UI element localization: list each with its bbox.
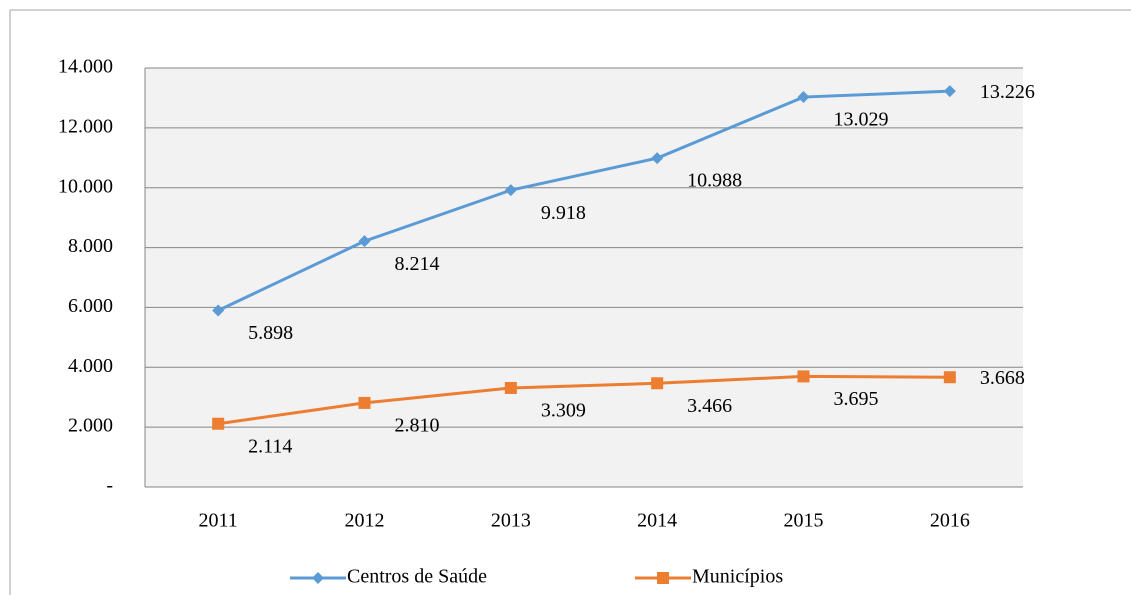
- data-label: 8.214: [395, 253, 440, 275]
- x-tick-label: 2016: [930, 510, 970, 532]
- y-tick-label: 8.000: [68, 235, 113, 257]
- data-point: [212, 417, 225, 430]
- y-tick-label: 12.000: [58, 115, 113, 137]
- series-line: [217, 89, 950, 312]
- y-tick-label: 14.000: [58, 56, 113, 78]
- legend-marker: [312, 572, 324, 584]
- series-line: [217, 374, 950, 426]
- x-tick-label: 2015: [784, 510, 824, 532]
- data-label: 3.695: [834, 388, 879, 410]
- data-point: [358, 396, 371, 409]
- x-tick-label: 2012: [345, 510, 385, 532]
- y-tick-label: 2.000: [68, 415, 113, 437]
- x-tick-label: 2014: [637, 510, 677, 532]
- data-label: 10.988: [687, 170, 742, 192]
- data-point: [651, 377, 664, 390]
- legend-label: Centros de Saúde: [347, 566, 487, 588]
- data-point: [943, 371, 956, 384]
- data-point: [504, 184, 517, 197]
- data-label: 5.898: [248, 322, 293, 344]
- data-label: 2.114: [248, 435, 292, 457]
- data-point: [504, 381, 517, 394]
- data-point: [651, 152, 664, 165]
- y-tick-label: 6.000: [68, 295, 113, 317]
- data-point: [212, 304, 225, 317]
- data-label: 9.918: [541, 202, 586, 224]
- data-label: 13.226: [980, 81, 1035, 103]
- data-point: [358, 235, 371, 248]
- data-label: 13.029: [834, 109, 889, 131]
- data-point: [943, 85, 956, 98]
- data-label: 3.668: [980, 367, 1025, 389]
- y-tick-label: 10.000: [58, 175, 113, 197]
- legend-label: Municípios: [692, 566, 783, 588]
- data-label: 3.309: [541, 400, 586, 422]
- x-tick-label: 2013: [491, 510, 531, 532]
- data-label: 3.466: [687, 395, 732, 417]
- x-tick-label: 2011: [199, 510, 238, 532]
- y-tick-label: -: [106, 475, 113, 497]
- data-point: [797, 91, 810, 104]
- plot-area: [145, 68, 1023, 487]
- data-label: 2.810: [395, 414, 440, 436]
- legend-marker: [657, 572, 669, 584]
- y-tick-label: 4.000: [68, 355, 113, 377]
- data-point: [797, 370, 810, 383]
